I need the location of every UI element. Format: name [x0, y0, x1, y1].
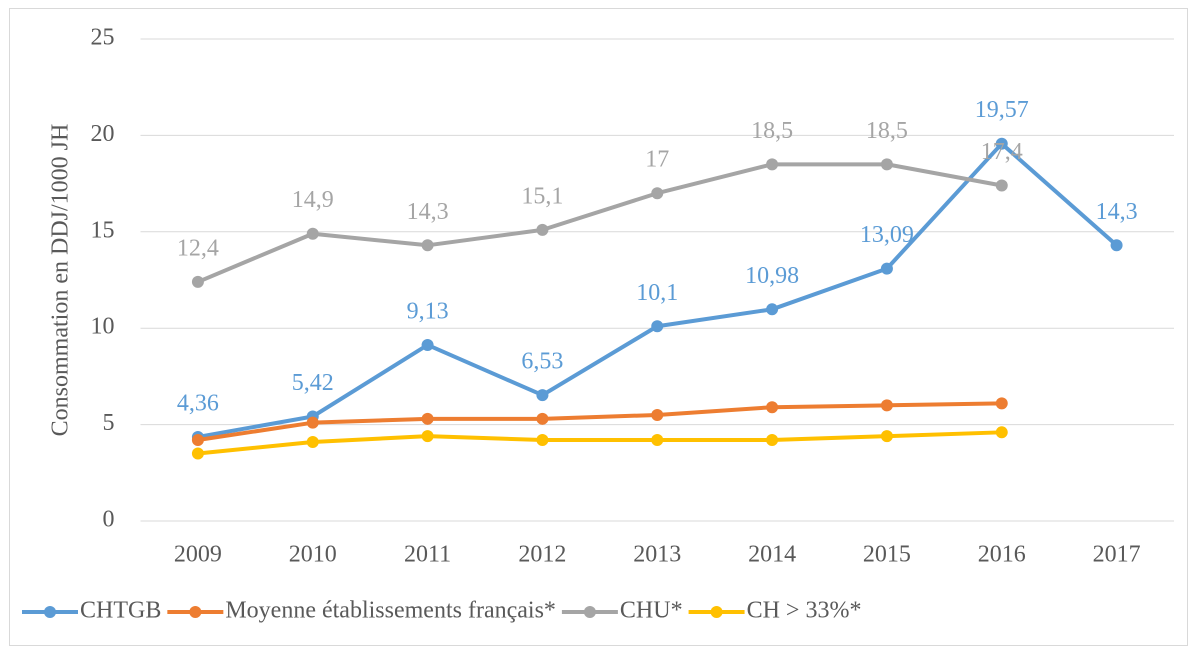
data-label: 14,3 — [1096, 199, 1138, 225]
data-point — [191, 275, 204, 288]
y-tick-label: 20 — [91, 121, 115, 147]
series-line — [195, 401, 1004, 443]
data-point — [766, 401, 779, 414]
data-label: 5,42 — [292, 370, 334, 396]
data-point — [766, 303, 779, 316]
data-point — [421, 239, 434, 252]
data-point — [306, 435, 319, 448]
data-label: 18,5 — [866, 118, 908, 144]
legend-label: CHTGB — [80, 598, 161, 624]
legend-label: Moyenne établissements français* — [225, 598, 556, 624]
y-axis-label: Consommation en DDJ/1000 JH — [48, 124, 74, 437]
y-tick-label: 15 — [91, 217, 115, 243]
data-label: 14,9 — [292, 187, 334, 213]
data-point — [995, 179, 1008, 192]
data-point — [651, 187, 664, 200]
data-point — [421, 430, 434, 443]
data-point — [651, 434, 664, 447]
data-point — [651, 320, 664, 333]
data-point — [880, 430, 893, 443]
data-label: 17 — [645, 147, 669, 173]
data-point — [766, 434, 779, 447]
data-label: 10,98 — [745, 263, 799, 289]
data-label: 9,13 — [407, 298, 449, 324]
data-point — [306, 416, 319, 429]
data-label: 10,1 — [636, 280, 678, 306]
data-point — [651, 408, 664, 421]
legend-label: CHU* — [620, 598, 683, 624]
data-point — [766, 158, 779, 171]
x-tick-label: 2015 — [863, 542, 911, 568]
data-label: 4,36 — [177, 390, 219, 416]
x-tick-label: 2009 — [174, 542, 222, 568]
x-tick-label: 2011 — [404, 542, 451, 568]
x-tick-label: 2012 — [518, 542, 566, 568]
data-point — [421, 338, 434, 351]
y-tick-label: 5 — [103, 410, 115, 436]
x-tick-label: 2013 — [633, 542, 681, 568]
y-tick-label: 0 — [103, 507, 115, 533]
data-point — [995, 426, 1008, 439]
legend-marker — [44, 606, 56, 618]
data-point — [536, 434, 549, 447]
x-tick-label: 2014 — [748, 542, 796, 568]
data-label: 6,53 — [521, 349, 563, 375]
data-label: 13,09 — [860, 222, 914, 248]
y-tick-label: 25 — [91, 25, 115, 51]
data-point — [880, 262, 893, 275]
data-label: 19,57 — [975, 97, 1029, 123]
data-point — [880, 399, 893, 412]
data-point — [880, 158, 893, 171]
x-tick-label: 2016 — [978, 542, 1026, 568]
data-label: 15,1 — [521, 183, 563, 209]
data-point — [421, 412, 434, 425]
series-line — [195, 430, 1004, 456]
data-label: 18,5 — [751, 118, 793, 144]
legend-marker — [189, 606, 202, 618]
data-point — [306, 227, 319, 240]
legend-marker — [583, 606, 596, 618]
data-point — [191, 447, 204, 460]
data-point — [536, 389, 549, 402]
x-tick-label: 2017 — [1093, 542, 1141, 568]
data-label: 17,4 — [981, 139, 1023, 165]
x-tick-label: 2010 — [289, 542, 337, 568]
data-point — [536, 412, 549, 425]
data-label: 14,3 — [407, 199, 449, 225]
data-point — [536, 223, 549, 236]
series-line — [195, 162, 1004, 284]
data-point — [191, 434, 204, 447]
legend-marker — [710, 606, 723, 618]
legend-label: CH > 33%* — [747, 598, 862, 624]
data-point — [995, 137, 1008, 150]
chart-border — [9, 8, 1188, 646]
data-point — [1110, 239, 1123, 252]
y-tick-label: 10 — [91, 314, 115, 340]
data-label: 12,4 — [177, 235, 219, 261]
data-point — [995, 397, 1008, 410]
